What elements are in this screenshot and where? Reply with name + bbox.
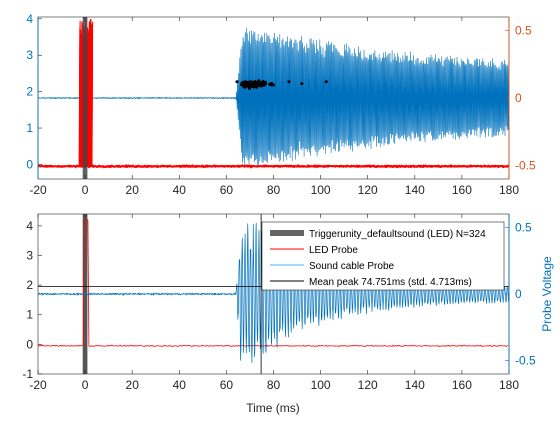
peak-point (272, 83, 275, 87)
x-tick-label: 160 (452, 378, 472, 392)
x-tick-label: 120 (358, 183, 378, 197)
x-tick-label: 140 (405, 378, 425, 392)
y-tick-label-left: 2 (26, 85, 33, 99)
y-tick-label-right: 0.5 (515, 220, 532, 234)
peak-scatter (235, 79, 328, 90)
led-pulse-line (86, 32, 89, 167)
x-axis-label: Time (ms) (246, 401, 300, 415)
led-pulse-line (79, 20, 81, 167)
peak-point (250, 80, 254, 84)
x-tick-label: 40 (173, 183, 187, 197)
peak-point (254, 83, 258, 87)
peak-point (259, 84, 263, 88)
y-tick-label-left: 1 (26, 308, 33, 322)
peak-point (248, 86, 251, 90)
y-tick-label-left: 3 (26, 48, 33, 62)
led-pulse-line (88, 25, 90, 167)
x-tick-label: 80 (267, 378, 281, 392)
x-tick-label: 120 (358, 378, 378, 392)
y-tick-label-left: 2 (26, 278, 33, 292)
peak-point (256, 82, 260, 86)
y-tick-label-right: -0.5 (515, 159, 536, 173)
x-tick-label: 20 (126, 378, 140, 392)
x-tick-label: 100 (311, 183, 331, 197)
x-tick-label: 140 (405, 183, 425, 197)
led-pulse-line (90, 23, 92, 167)
peak-point (264, 82, 268, 85)
bottom-panel-axes: -20 0 20 40 60 80 100 120 140 160 180 -1 0 1 2 3 4 -0.5 0 0… (22, 213, 536, 392)
x-tick-label: 100 (311, 378, 331, 392)
led-pulse-line (80, 22, 83, 167)
y-tick-label-left: 4 (26, 12, 33, 26)
led-probe-trace (38, 219, 509, 348)
peak-point (324, 80, 328, 84)
legend: Triggerunity_defaultsound (LED) N=324 LED… (261, 221, 505, 291)
legend-label: LED Probe (309, 245, 358, 256)
sound-probe-trace-top (38, 27, 509, 169)
right-y-axis-label: Probe Voltage (540, 256, 554, 332)
peak-point (235, 80, 239, 84)
legend-label: Mean peak 74.751ms (std. 4.713ms) (309, 277, 472, 288)
x-tick-label: 20 (126, 183, 140, 197)
x-tick-label: 160 (452, 183, 472, 197)
x-tick-label: 80 (267, 183, 281, 197)
peak-point (244, 82, 248, 86)
led-probe-trace-top (38, 164, 509, 169)
peak-point (287, 80, 291, 84)
peak-point (300, 82, 304, 86)
y-tick-label-left: 3 (26, 248, 33, 262)
y-tick-label-left: 0 (26, 157, 33, 171)
peak-point (253, 80, 257, 84)
peak-point (242, 83, 245, 87)
legend-label: Sound cable Probe (309, 261, 395, 272)
peak-point (261, 80, 265, 83)
y-tick-label-left: 4 (26, 219, 33, 233)
x-tick-label: -20 (29, 378, 47, 392)
legend-label: Triggerunity_defaultsound (LED) N=324 (309, 229, 486, 240)
led-pulse-line (88, 32, 91, 167)
y-tick-label-right: 0 (515, 287, 522, 301)
x-tick-label: 180 (499, 183, 519, 197)
peak-point (244, 84, 248, 88)
x-tick-label: 0 (82, 183, 89, 197)
led-pulse-line (81, 23, 84, 167)
x-tick-label: 40 (173, 378, 187, 392)
x-tick-label: -20 (29, 183, 47, 197)
peak-point (247, 83, 251, 87)
x-tick-label: 60 (220, 378, 234, 392)
y-tick-label-right: -0.5 (515, 354, 536, 368)
top-panel-plot-area (38, 17, 509, 179)
led-pulse-line (79, 33, 82, 167)
y-tick-label-right: 0.5 (515, 24, 532, 38)
x-tick-label: 0 (82, 378, 89, 392)
led-pulse-line (87, 29, 90, 167)
trigger-band-top (82, 17, 88, 179)
x-tick-label: 180 (499, 378, 519, 392)
x-tick-label: 60 (220, 183, 234, 197)
y-tick-label-right: 0 (515, 91, 522, 105)
y-tick-label-left: 0 (26, 337, 33, 351)
led-pulse-line (90, 24, 93, 167)
y-tick-label-left: 1 (26, 121, 33, 135)
y-tick-label-left: -1 (22, 367, 33, 381)
top-panel-axes: -20 0 20 40 60 80 100 120 140 160 180 0 1 2 3 4 -0.5 0 0.5 (26, 12, 536, 197)
